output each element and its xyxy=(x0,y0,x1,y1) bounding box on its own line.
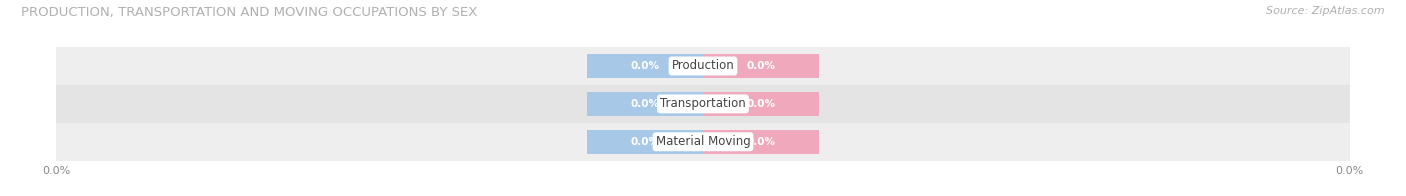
Bar xyxy=(56,47,1350,85)
Bar xyxy=(703,54,820,78)
Bar xyxy=(56,123,1350,161)
Bar xyxy=(586,130,703,153)
Text: Production: Production xyxy=(672,60,734,73)
Text: Source: ZipAtlas.com: Source: ZipAtlas.com xyxy=(1267,6,1385,16)
Legend: Male, Female: Male, Female xyxy=(641,192,765,196)
Text: 0.0%: 0.0% xyxy=(747,137,776,147)
Text: Transportation: Transportation xyxy=(661,97,745,110)
Text: PRODUCTION, TRANSPORTATION AND MOVING OCCUPATIONS BY SEX: PRODUCTION, TRANSPORTATION AND MOVING OC… xyxy=(21,6,478,19)
Bar xyxy=(586,92,703,116)
Bar xyxy=(56,85,1350,123)
Bar xyxy=(703,130,820,153)
Text: 0.0%: 0.0% xyxy=(630,99,659,109)
Text: 0.0%: 0.0% xyxy=(630,137,659,147)
Bar xyxy=(586,54,703,78)
Text: 0.0%: 0.0% xyxy=(747,61,776,71)
Text: 0.0%: 0.0% xyxy=(630,61,659,71)
Bar xyxy=(703,92,820,116)
Text: Material Moving: Material Moving xyxy=(655,135,751,148)
Text: 0.0%: 0.0% xyxy=(747,99,776,109)
